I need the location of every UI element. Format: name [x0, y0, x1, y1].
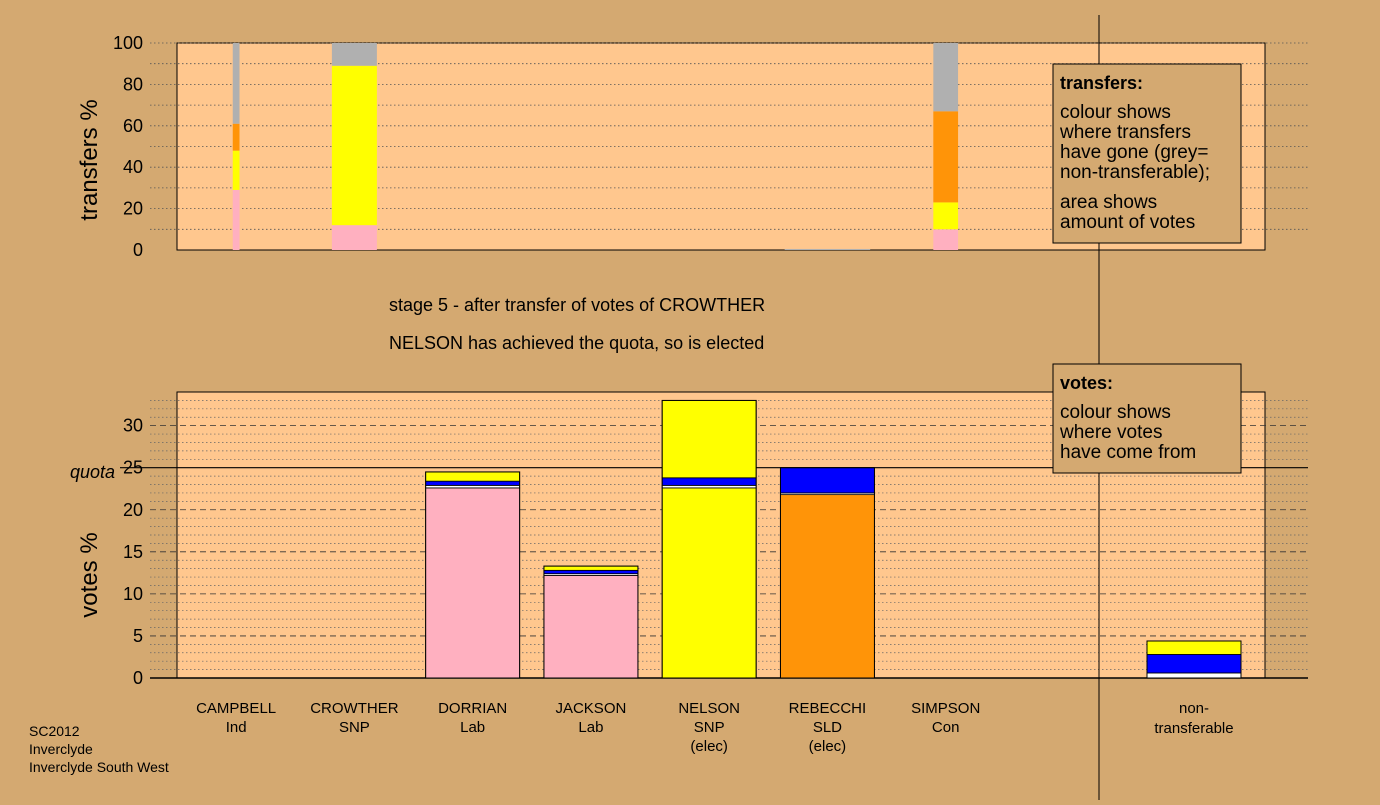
votes-bar-dorrian-segment	[425, 487, 521, 679]
candidate-party-label: Lab	[578, 719, 603, 736]
votes-y-axis-label: votes %	[76, 532, 103, 617]
votes-legend-line: where votes	[1059, 422, 1162, 443]
votes-bar-nelson-outline	[661, 399, 757, 679]
votes-y-ticks: 0 5 10 15 20 25 30	[123, 416, 143, 688]
votes-bar-non-transferable-segment	[1146, 654, 1242, 674]
transfers-tick-label: 40	[123, 157, 143, 177]
transfer-segment-simpson	[933, 43, 959, 112]
candidate-party-label: SNP	[339, 719, 370, 736]
votes-bar-jackson-segment	[543, 569, 639, 575]
elected-caption: NELSON has achieved the quota, so is ele…	[389, 333, 764, 353]
candidate-party-label: Con	[932, 719, 960, 736]
transfer-segment-campbell	[232, 123, 240, 151]
votes-bar-dorrian-segment	[425, 471, 521, 482]
votes-legend: votes: colour shows where votes have com…	[1052, 363, 1242, 474]
footer-ward: Inverclyde South West	[29, 759, 169, 775]
candidate-party-label: SNP	[694, 719, 725, 736]
transfer-segment-crowther	[331, 225, 377, 250]
candidate-name-label: DORRIAN	[438, 700, 507, 717]
transfers-tick-label: 100	[113, 33, 143, 53]
votes-tick-label: 20	[123, 500, 143, 520]
transfers-y-ticks: 0 20 40 60 80 100	[113, 33, 143, 260]
transfers-legend-line: non-transferable);	[1060, 162, 1210, 183]
votes-bar-nelson-segment	[661, 400, 757, 479]
votes-bar-jackson-outline	[543, 565, 639, 679]
footer-council: Inverclyde	[29, 741, 93, 757]
transfers-legend: transfers: colour shows where transfers …	[1052, 63, 1242, 244]
votes-legend-line: colour shows	[1060, 402, 1171, 423]
candidate-name-label: REBECCHI	[789, 700, 867, 717]
transfers-tick-label: 0	[133, 240, 143, 260]
votes-tick-label: 30	[123, 416, 143, 436]
votes-legend-line: have come from	[1060, 442, 1196, 463]
votes-tick-label: 0	[133, 668, 143, 688]
transfer-segment-crowther	[331, 65, 377, 226]
candidate-name-label: NELSON	[678, 700, 740, 717]
votes-bar-nelson-segment	[661, 487, 757, 679]
votes-gridlines	[120, 400, 1308, 679]
transfers-legend-line: area shows	[1060, 192, 1157, 213]
transfer-segment-simpson	[933, 202, 959, 230]
transfer-segment-crowther	[331, 43, 377, 66]
candidate-name-label: CROWTHER	[310, 700, 398, 717]
transfer-segment-rebecchi	[784, 248, 871, 250]
transfers-tick-label: 80	[123, 74, 143, 94]
votes-bars	[425, 399, 1242, 679]
candidate-name-label: CAMPBELL	[196, 700, 276, 717]
transfers-legend-line: amount of votes	[1060, 212, 1195, 233]
votes-bar-non-transferable-segment	[1146, 672, 1242, 679]
votes-tick-label: 10	[123, 584, 143, 604]
transfer-segment-simpson	[933, 111, 959, 203]
transfers-legend-line: colour shows	[1060, 102, 1171, 123]
votes-bar-jackson-segment	[543, 574, 639, 679]
transfer-segment-simpson	[933, 229, 959, 250]
transfers-legend-line: where transfers	[1059, 122, 1191, 143]
transfers-legend-line: have gone (grey=	[1060, 142, 1208, 163]
votes-bar-nelson-segment	[661, 477, 757, 486]
quota-label: quota	[70, 462, 115, 482]
votes-bar-jackson-segment	[543, 565, 639, 571]
votes-bar-non-transferable-outline	[1146, 640, 1242, 679]
votes-bar-rebecchi-segment	[780, 467, 875, 494]
votes-bar-rebecchi-segment	[780, 494, 875, 679]
non-transferable-label: non-	[1179, 700, 1209, 717]
votes-legend-title: votes:	[1060, 373, 1113, 393]
votes-legend-box	[1052, 363, 1242, 474]
stage-caption: stage 5 - after transfer of votes of CRO…	[389, 295, 765, 315]
votes-bar-rebecchi-outline	[779, 467, 875, 679]
transfers-y-axis-label: transfers %	[76, 99, 103, 220]
votes-tick-label: 15	[123, 542, 143, 562]
votes-tick-label: 5	[133, 626, 143, 646]
transfers-tick-label: 60	[123, 116, 143, 136]
votes-x-labels: CAMPBELL Ind CROWTHER SNP DORRIAN Lab JACKSON L…	[196, 700, 1234, 755]
transfers-legend-title: transfers:	[1060, 73, 1143, 93]
footer: SC2012 Inverclyde Inverclyde South West	[29, 723, 169, 775]
transfer-segment-campbell	[232, 150, 240, 190]
candidate-party-label: Ind	[226, 719, 247, 736]
transfer-segment-campbell	[232, 43, 240, 124]
votes-bar-dorrian-segment	[425, 480, 521, 486]
transfers-bars	[232, 43, 959, 250]
non-transferable-label: transferable	[1154, 720, 1233, 737]
transfer-segment-campbell	[232, 189, 240, 250]
transfers-legend-box	[1052, 63, 1242, 244]
candidate-name-label: SIMPSON	[911, 700, 980, 717]
candidate-status-label: (elec)	[809, 738, 847, 755]
votes-tick-label: 25	[123, 458, 143, 478]
transfers-tick-label: 20	[123, 199, 143, 219]
candidate-party-label: SLD	[813, 719, 842, 736]
candidate-party-label: Lab	[460, 719, 485, 736]
candidate-status-label: (elec)	[690, 738, 728, 755]
votes-bar-non-transferable-segment	[1146, 640, 1242, 655]
footer-election: SC2012	[29, 723, 80, 739]
votes-bar-dorrian-outline	[425, 471, 521, 679]
candidate-name-label: JACKSON	[555, 700, 626, 717]
